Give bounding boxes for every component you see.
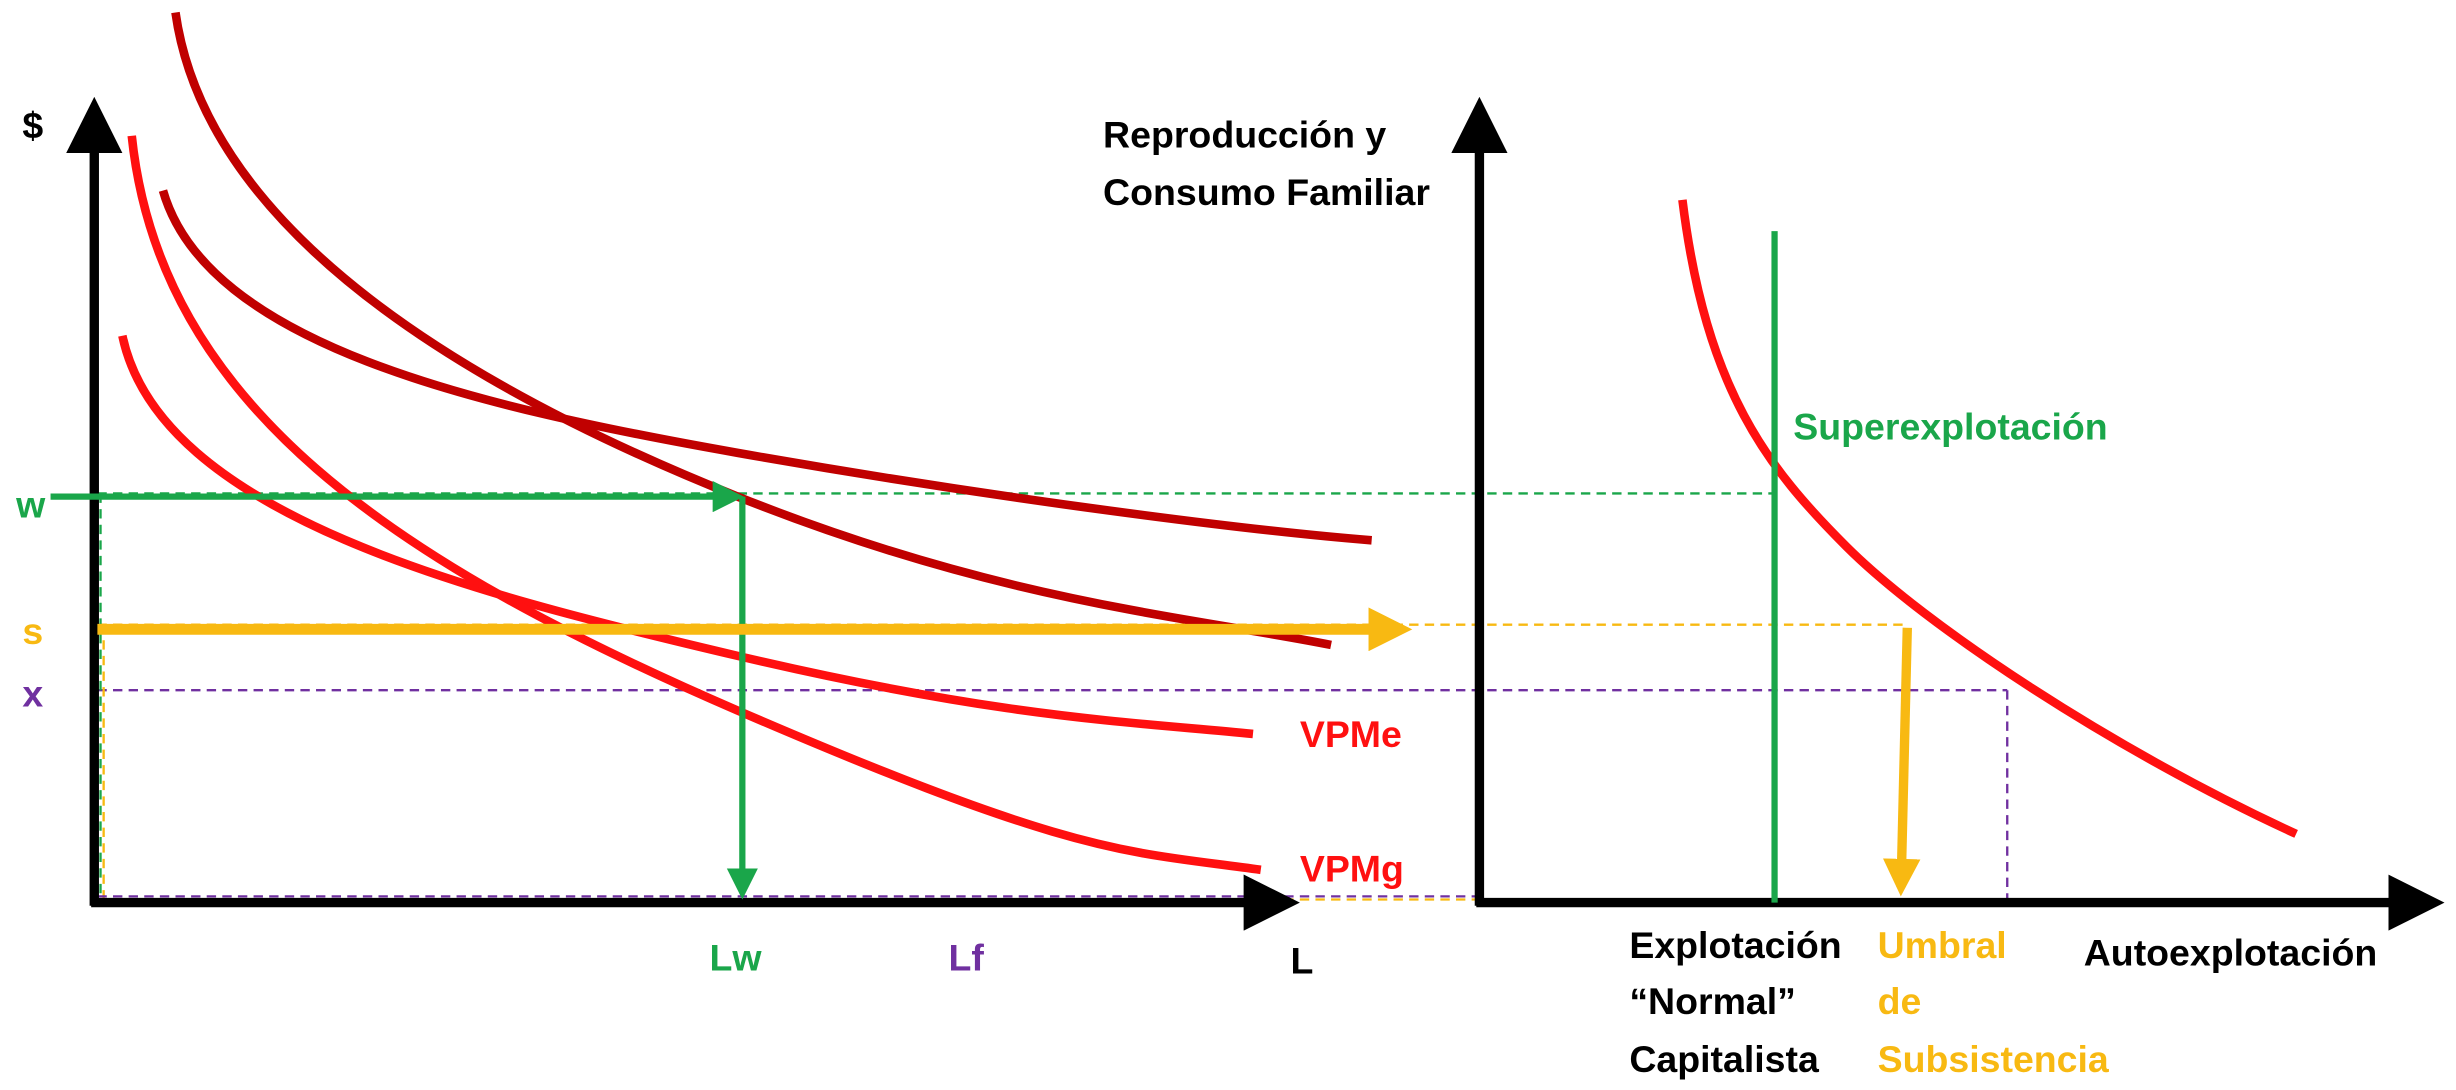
x-mark-label: Lf — [948, 936, 984, 978]
y-axis-label: Consumo Familiar — [1103, 171, 1430, 213]
curve-label: VPMg — [1300, 847, 1404, 889]
x-mark-label: Lw — [710, 936, 763, 978]
zone-label: Explotación — [1629, 924, 1841, 966]
zone-label: de — [1878, 980, 1922, 1022]
zone-label: Umbral — [1878, 924, 2007, 966]
curves — [118, 11, 2298, 875]
zone-label: Autoexplotación — [2084, 932, 2378, 974]
x-axis-label: L — [1290, 939, 1313, 981]
level-label: x — [22, 672, 43, 714]
level-label: w — [15, 483, 46, 525]
indicators — [50, 231, 1921, 903]
y-axis-label: Reproducción y — [1103, 113, 1386, 155]
curve-label: VPMe — [1300, 713, 1402, 755]
zone-label: Superexplotación — [1793, 405, 2107, 447]
zone-label: Capitalista — [1629, 1038, 1820, 1080]
axes — [66, 96, 2445, 931]
zone-label: Subsistencia — [1878, 1038, 2110, 1080]
zone-label: “Normal” — [1629, 980, 1796, 1022]
y-axis-label: $ — [22, 104, 43, 146]
level-label: s — [22, 610, 43, 652]
